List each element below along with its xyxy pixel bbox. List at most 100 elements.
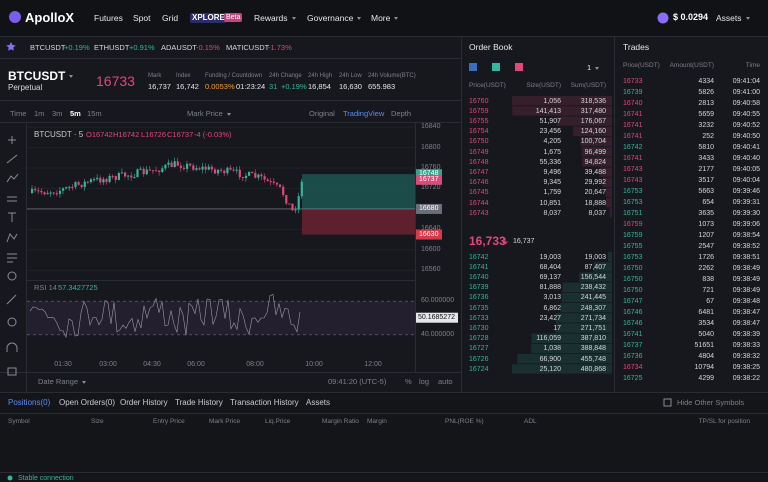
- nav-dropdown[interactable]: More: [371, 14, 398, 23]
- checkbox-label[interactable]: Hide Other Symbols: [677, 398, 745, 407]
- nav-dropdown[interactable]: Rewards: [254, 14, 296, 23]
- book-size: 23,456: [539, 128, 561, 136]
- scale-option[interactable]: %: [405, 377, 412, 386]
- ticker-change: +0.91%: [129, 43, 155, 52]
- trade-time: 09:41:00: [732, 89, 760, 96]
- book-price: 16760: [469, 97, 489, 105]
- scale-option[interactable]: log: [419, 377, 430, 386]
- nav-item[interactable]: Futures: [94, 13, 123, 23]
- tab[interactable]: Order History: [120, 398, 168, 407]
- candle-body: [52, 192, 55, 194]
- candle-body: [86, 181, 89, 183]
- ticker-symbol[interactable]: BTCUSDT: [30, 43, 66, 52]
- view-tab[interactable]: Depth: [391, 109, 412, 118]
- candle-body: [40, 190, 43, 193]
- trade-price: 16751: [623, 210, 643, 217]
- candle-body: [120, 172, 124, 174]
- ticker-change: -1.73%: [268, 43, 292, 52]
- trade-time: 09:38:32: [732, 353, 760, 360]
- step-select[interactable]: 1: [587, 64, 599, 72]
- position-loss-zone: [302, 208, 415, 235]
- logo-icon: [9, 11, 21, 23]
- book-size: 51,907: [539, 117, 561, 125]
- column-header: Size(USDT): [526, 82, 561, 89]
- balance[interactable]: $ 0.0294: [673, 12, 709, 22]
- checkbox[interactable]: [663, 398, 672, 407]
- trade-time: 09:39:06: [732, 221, 760, 228]
- interval[interactable]: 1m: [34, 109, 45, 118]
- ticker-symbol[interactable]: MATICUSDT: [226, 43, 270, 52]
- candle-body: [285, 195, 288, 204]
- book-size: 69,137: [539, 273, 561, 281]
- trade-amount: 10794: [694, 364, 714, 371]
- tab[interactable]: Open Orders(0): [59, 398, 116, 407]
- stat-label: 24h Low: [339, 73, 362, 79]
- book-size: 4,205: [543, 138, 561, 146]
- book-mode-icon[interactable]: [492, 63, 500, 71]
- trade-price: 16734: [623, 364, 643, 371]
- time-tick-label: 10:00: [305, 361, 323, 368]
- depth-bar: [561, 292, 612, 303]
- book-sum: 156,544: [580, 273, 606, 281]
- tab[interactable]: Transaction History: [230, 398, 299, 407]
- trade-price: 16759: [623, 221, 643, 228]
- nav-dropdown[interactable]: Assets: [716, 14, 750, 23]
- candle-body: [117, 172, 120, 180]
- interval[interactable]: 3m: [52, 109, 63, 118]
- candle-body: [195, 168, 198, 170]
- trade-amount: 2547: [698, 243, 714, 250]
- book-size: 1,038: [543, 345, 561, 353]
- book-price: 16750: [469, 138, 489, 146]
- nav-item[interactable]: XPLORE: [190, 13, 227, 23]
- symbol-name[interactable]: BTCUSDT: [8, 70, 73, 82]
- book-price: 16728: [469, 335, 489, 343]
- depth-bar: [605, 187, 612, 198]
- candle-body: [275, 182, 279, 185]
- interval[interactable]: 5m: [70, 109, 81, 118]
- ticker-symbol[interactable]: ETHUSDT: [94, 43, 130, 52]
- candle-body: [108, 175, 111, 182]
- trade-time: 09:38:47: [732, 320, 760, 327]
- trade-price: 16737: [623, 342, 643, 349]
- favorite-star[interactable]: [6, 42, 16, 51]
- trade-amount: 5826: [698, 89, 714, 96]
- depth-bar: [517, 354, 612, 364]
- nav-item[interactable]: Grid: [162, 13, 179, 23]
- scale-option[interactable]: auto: [438, 377, 453, 386]
- book-sum: 19,003: [584, 253, 606, 261]
- price-tick-label: 16600: [421, 245, 441, 253]
- tab[interactable]: Assets: [306, 398, 331, 407]
- price-tick-label: 16760: [421, 164, 441, 172]
- book-price: 16744: [469, 199, 489, 207]
- candle-body: [77, 182, 80, 185]
- stat-label: 24h Volume(BTC): [368, 73, 416, 79]
- candle-body: [238, 169, 241, 178]
- logo[interactable]: ApolloX: [25, 10, 75, 25]
- nav-dropdown[interactable]: Governance: [307, 14, 361, 23]
- nav-item[interactable]: Spot: [133, 13, 151, 23]
- interval[interactable]: 15m: [87, 109, 102, 118]
- book-size: 10,851: [539, 199, 561, 207]
- book-size: 23,427: [539, 314, 561, 322]
- badge: Beta: [224, 13, 243, 22]
- date-range[interactable]: Date Range: [38, 378, 86, 386]
- trade-time: 09:38:52: [732, 243, 760, 250]
- depth-bar: [512, 96, 612, 106]
- book-mode-icon[interactable]: [469, 63, 477, 71]
- tab[interactable]: Positions(0): [8, 398, 51, 407]
- book-mode-icon[interactable]: [515, 63, 523, 71]
- ticker-symbol[interactable]: ADAUSDT: [161, 43, 197, 52]
- candle-body: [167, 162, 170, 165]
- view-tab[interactable]: Original: [309, 109, 335, 118]
- view-tab[interactable]: TradingView: [343, 109, 385, 118]
- rsi-tag: [416, 312, 458, 323]
- candle-body: [74, 182, 77, 188]
- candle-body: [34, 188, 37, 191]
- book-size: 19,003: [539, 253, 561, 261]
- legend-ohlc: O16742: [86, 130, 113, 139]
- candle-body: [139, 168, 142, 170]
- stat-value: +0.19%: [281, 82, 307, 91]
- tab[interactable]: Trade History: [175, 398, 223, 407]
- depth-bar: [606, 198, 612, 208]
- price-type[interactable]: Mark Price: [187, 110, 231, 118]
